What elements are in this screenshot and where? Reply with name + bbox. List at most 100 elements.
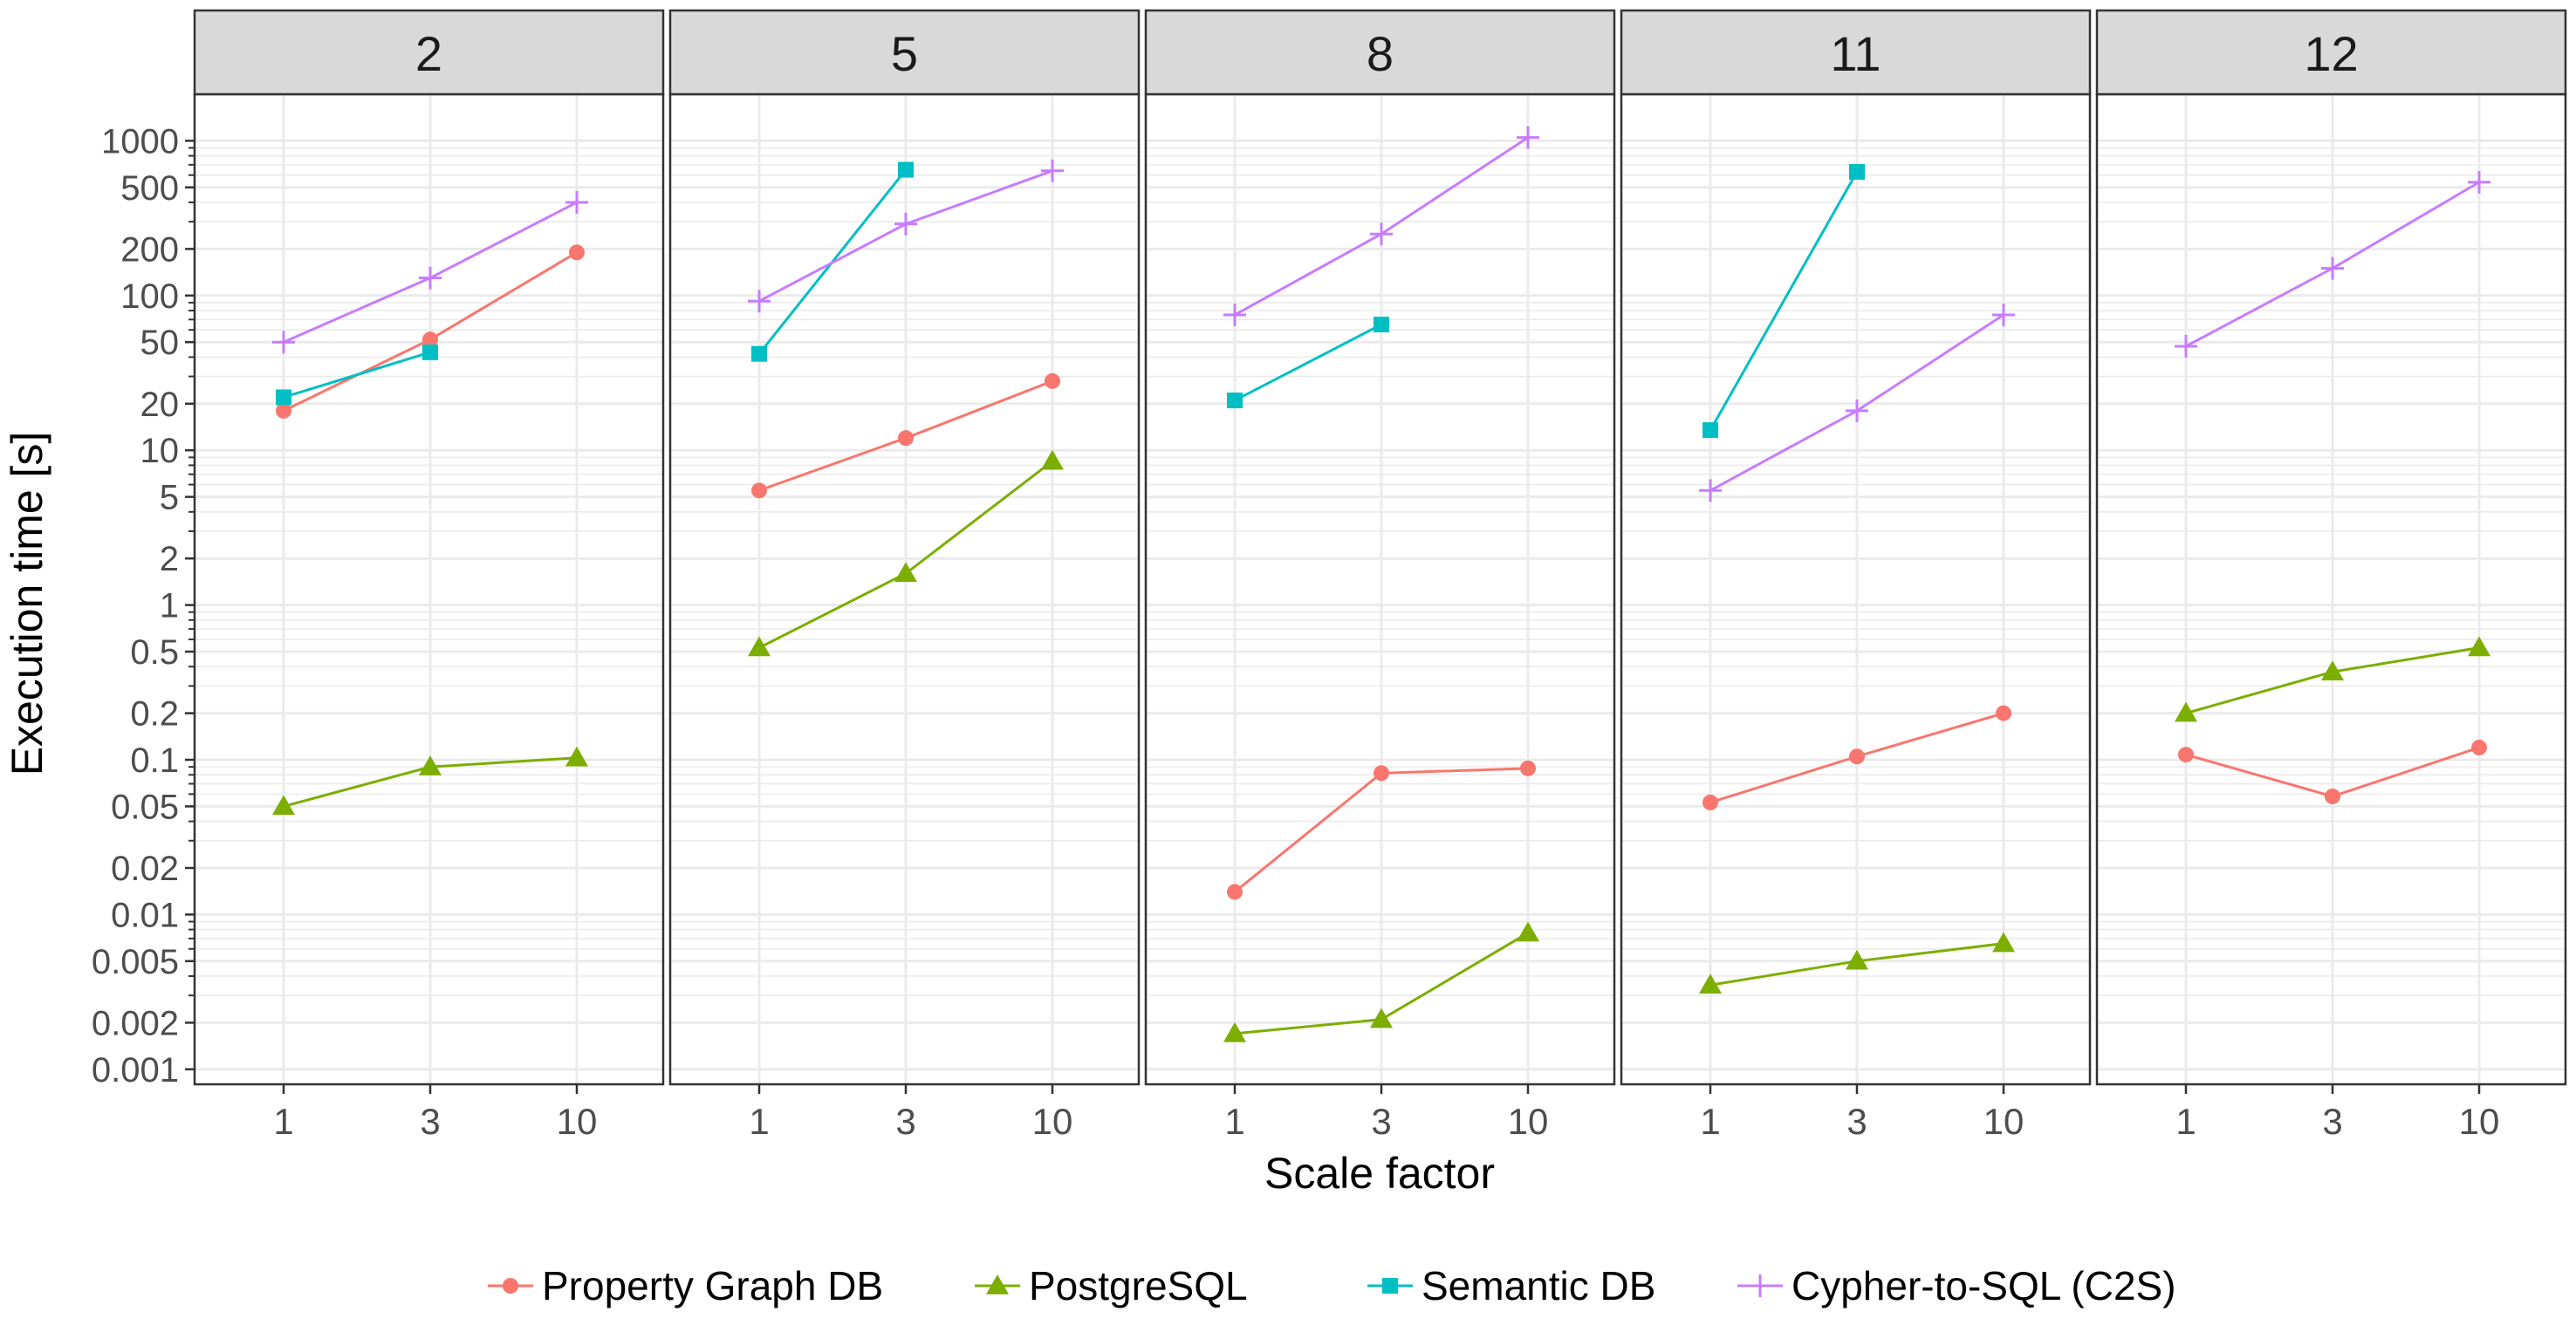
data-point	[1041, 449, 1064, 470]
data-point	[565, 190, 588, 214]
data-point	[751, 482, 767, 499]
series-postgresql	[748, 449, 1064, 657]
data-point	[276, 402, 291, 419]
data-point	[1846, 399, 1868, 422]
y-tick-label: 10	[140, 432, 180, 470]
x-tick-label: 10	[557, 1101, 598, 1142]
data-point	[2468, 170, 2490, 194]
facet-strip-label: 12	[2304, 26, 2358, 81]
legend-key-marker	[1382, 1278, 1398, 1294]
y-tick-label: 20	[140, 386, 180, 424]
series-line	[1234, 323, 1382, 402]
x-tick-label: 3	[2322, 1101, 2342, 1142]
data-point	[272, 795, 295, 816]
data-point	[1849, 748, 1865, 765]
legend-label: PostgreSQL	[1029, 1263, 1248, 1308]
x-tick-label: 1	[749, 1101, 769, 1142]
series-cypher-to-sql-c2s	[748, 159, 1064, 313]
data-point	[1992, 932, 2015, 953]
data-point	[2325, 788, 2340, 804]
data-point	[1041, 159, 1064, 182]
facet-strip-label: 8	[1367, 26, 1394, 81]
facet-strip	[1144, 9, 1616, 96]
y-tick-label: 100	[120, 277, 179, 316]
legend-label: Cypher-to-SQL (C2S)	[1792, 1263, 2176, 1308]
legend-key-marker	[986, 1274, 1009, 1295]
data-point	[1223, 303, 1246, 326]
x-tick-label: 10	[1983, 1101, 2024, 1142]
x-tick-label: 3	[420, 1101, 440, 1142]
facet-strip	[668, 9, 1141, 96]
series-cypher-to-sql-c2s	[1223, 126, 1539, 326]
series-cypher-to-sql-c2s	[2175, 170, 2490, 358]
data-point	[2468, 636, 2490, 657]
facet-panel-5: 5 1 3 10	[668, 9, 1141, 1142]
y-axis-title: Execution time [s]	[3, 432, 51, 776]
data-point	[272, 331, 295, 354]
data-point	[1374, 316, 1389, 332]
facet-strip-label: 11	[1830, 26, 1881, 81]
data-point	[422, 331, 438, 348]
legend: Property Graph DB PostgreSQL Semantic DB Cy…	[488, 1263, 2176, 1308]
data-point	[748, 636, 771, 657]
data-point	[419, 755, 442, 775]
legend-key-marker	[503, 1278, 518, 1294]
legend-item-property-graph-db: Property Graph DB	[488, 1263, 883, 1308]
facet-panel-8: 8 1 3 10	[1144, 9, 1616, 1142]
data-point	[1517, 921, 1539, 942]
y-tick-label: 500	[120, 169, 179, 208]
data-point	[276, 389, 291, 406]
legend-label: Property Graph DB	[542, 1263, 883, 1308]
data-point	[1223, 1021, 1246, 1042]
facet-strip-label: 2	[415, 26, 442, 81]
y-tick-label: 0.05	[111, 788, 179, 826]
data-point	[898, 430, 914, 447]
data-point	[1045, 372, 1060, 389]
legend-key-marker	[1749, 1274, 1771, 1297]
data-point	[1699, 479, 1722, 502]
data-point	[1992, 303, 2015, 326]
data-point	[1996, 705, 2011, 721]
x-tick-label: 3	[1371, 1101, 1391, 1142]
x-axis-title: Scale factor	[1264, 1149, 1495, 1198]
series-semantic-db	[1227, 316, 1389, 409]
data-point	[2175, 701, 2197, 722]
y-tick-label: 5	[160, 479, 179, 517]
x-tick-label: 10	[1508, 1101, 1549, 1142]
facet-panel-2: 2 1 3 10	[193, 9, 665, 1142]
legend-item-cypher-to-sql-c2s: Cypher-to-SQL (C2S)	[1737, 1263, 2176, 1308]
series-line	[283, 351, 431, 399]
series-property-graph-db	[2178, 739, 2487, 804]
x-tick-label: 3	[895, 1101, 915, 1142]
x-tick-label: 3	[1846, 1101, 1867, 1142]
series-semantic-db	[276, 344, 438, 406]
data-point	[565, 746, 588, 767]
x-tick-label: 1	[2175, 1101, 2196, 1142]
data-point	[1374, 765, 1389, 782]
data-point	[2175, 334, 2197, 358]
series-semantic-db	[1702, 164, 1865, 439]
data-point	[2471, 739, 2487, 755]
facet-strip	[193, 9, 665, 96]
data-point	[422, 344, 438, 360]
y-tick-label: 0.1	[130, 741, 179, 780]
y-tick-label: 50	[140, 324, 180, 362]
data-point	[1370, 222, 1393, 246]
data-point	[1227, 393, 1243, 409]
y-tick-label: 0.005	[92, 943, 179, 981]
series-line	[1709, 171, 1859, 431]
series-cypher-to-sql-c2s	[272, 190, 588, 354]
facet-strip	[1620, 9, 2092, 96]
x-tick-label: 1	[1224, 1101, 1244, 1142]
series-property-graph-db	[751, 372, 1060, 499]
facet-panel-11: 111 3 10	[1620, 9, 2092, 1142]
series-postgresql	[1223, 921, 1539, 1042]
data-point	[751, 345, 767, 362]
y-tick-label: 0.002	[92, 1004, 179, 1042]
facet-panel-12: 12 1 3 10	[2095, 9, 2567, 1142]
y-tick-label: 1	[160, 587, 179, 625]
legend-item-postgresql: PostgreSQL	[975, 1263, 1248, 1308]
data-point	[1517, 126, 1539, 149]
x-tick-label: 10	[1032, 1101, 1073, 1142]
